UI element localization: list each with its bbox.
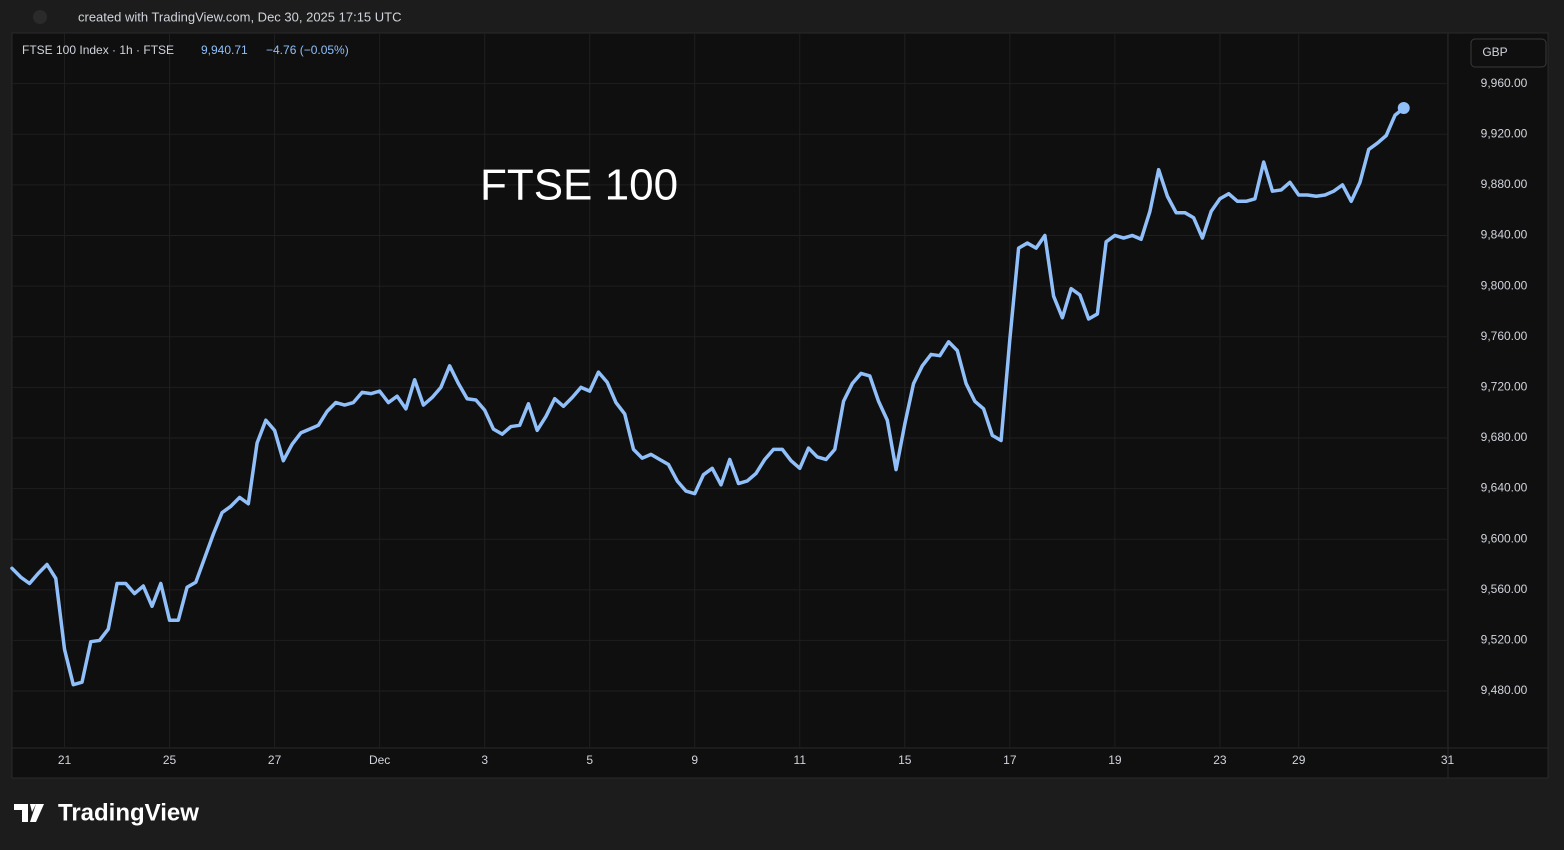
y-tick-label: 9,760.00 (1481, 329, 1528, 343)
y-tick-label: 9,800.00 (1481, 278, 1528, 292)
x-tick-label: 17 (1003, 753, 1017, 767)
y-tick-label: 9,480.00 (1481, 683, 1528, 697)
x-tick-label: 27 (268, 753, 282, 767)
grid (12, 33, 1448, 748)
brand-logo: TradingView (14, 799, 199, 826)
x-tick-label: Dec (369, 753, 390, 767)
y-tick-label: 9,920.00 (1481, 126, 1528, 140)
x-tick-label: 31 (1441, 753, 1455, 767)
x-tick-label: 21 (58, 753, 72, 767)
y-tick-label: 9,880.00 (1481, 177, 1528, 191)
y-tick-label: 9,680.00 (1481, 430, 1528, 444)
legend-symbol: FTSE 100 Index · 1h · FTSE (22, 43, 174, 57)
x-tick-label: 3 (481, 753, 488, 767)
x-tick-label: 29 (1292, 753, 1306, 767)
y-tick-label: 9,840.00 (1481, 228, 1528, 242)
x-tick-label: 25 (163, 753, 177, 767)
y-tick-label: 9,600.00 (1481, 531, 1528, 545)
legend-price: 9,940.71 (201, 43, 248, 57)
chart-title: FTSE 100 (480, 161, 678, 210)
x-tick-label: 23 (1213, 753, 1227, 767)
y-tick-label: 9,560.00 (1481, 582, 1528, 596)
brand-icon (14, 804, 44, 822)
brand-text: TradingView (58, 799, 199, 826)
x-tick-label: 19 (1108, 753, 1122, 767)
y-tick-label: 9,960.00 (1481, 76, 1528, 90)
legend-change: −4.76 (−0.05%) (266, 43, 349, 57)
y-tick-label: 9,640.00 (1481, 481, 1528, 495)
x-tick-label: 11 (794, 753, 807, 767)
y-tick-label: 9,720.00 (1481, 380, 1528, 394)
price-line (10, 106, 1406, 687)
x-tick-label: 5 (586, 753, 593, 767)
currency-button[interactable] (1470, 38, 1547, 68)
y-tick-label: 9,520.00 (1481, 633, 1528, 647)
author-avatar (33, 10, 47, 24)
last-point (1397, 102, 1410, 115)
x-tick-label: 9 (691, 753, 698, 767)
currency-label: GBP (1482, 45, 1507, 59)
header-text: created with TradingView.com, Dec 30, 20… (78, 9, 402, 24)
x-tick-label: 15 (898, 753, 912, 767)
chart-panel (11, 32, 1549, 779)
